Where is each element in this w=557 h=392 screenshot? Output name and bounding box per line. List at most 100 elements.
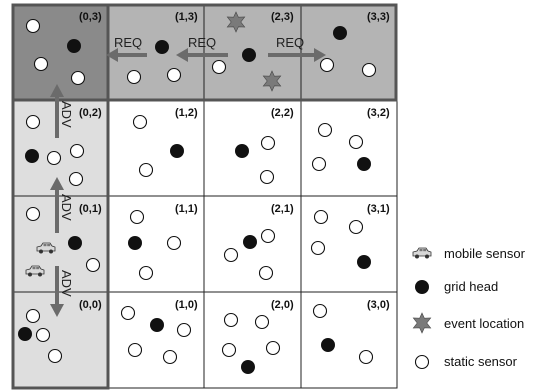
static-sensor <box>138 162 154 178</box>
req-arrows: REQ REQ REQ <box>106 35 326 62</box>
adv-label: ADV <box>59 270 74 297</box>
static-sensor <box>68 171 84 187</box>
grid-head <box>333 26 347 40</box>
static-sensor <box>25 308 41 324</box>
static-sensor <box>69 143 85 159</box>
static-sensor <box>129 209 145 225</box>
static-sensor <box>25 114 41 130</box>
adv-label: ADV <box>59 101 74 128</box>
grid-head <box>321 338 335 352</box>
cell-label: (0,0) <box>79 299 102 311</box>
static-sensor <box>211 59 227 75</box>
grid-head <box>357 157 371 171</box>
grid-head <box>128 236 142 250</box>
static-sensor <box>85 257 101 273</box>
static-sensor <box>35 327 51 343</box>
static-sensor <box>126 69 142 85</box>
req-arrowhead <box>314 48 326 62</box>
req-label: REQ <box>276 35 304 50</box>
static-sensor <box>254 314 270 330</box>
static-sensor <box>47 348 63 364</box>
cell-label: (3,1) <box>367 203 390 215</box>
static-sensor <box>166 235 182 251</box>
adv-arrows: ADV ADV ADV <box>50 84 74 317</box>
grid-heads <box>18 26 371 374</box>
grid-cell <box>12 4 108 100</box>
legend-event-location-icon <box>412 312 432 334</box>
grid-head <box>235 144 249 158</box>
static-sensor <box>132 114 148 130</box>
grid-head <box>155 40 169 54</box>
static-sensor <box>120 305 136 321</box>
req-arrowhead <box>106 48 118 62</box>
static-sensor <box>310 240 326 256</box>
cell-label: (1,1) <box>175 203 198 215</box>
legend-grid-head-label: grid head <box>444 279 498 294</box>
cell-label: (0,3) <box>79 11 102 23</box>
grid-head <box>67 39 81 53</box>
grid-cell <box>108 100 204 196</box>
static-sensor <box>176 322 192 338</box>
cell-label: (2,0) <box>271 299 294 311</box>
cell-labels: (0,3) (1,3) (2,3) (3,3) (0,2) (1,2) (2,2… <box>79 11 390 311</box>
static-sensor <box>319 57 335 73</box>
legend-mobile-sensor-label: mobile sensor <box>444 246 526 261</box>
req-arrowhead <box>176 48 188 62</box>
grid-head <box>243 235 257 249</box>
static-sensor <box>46 150 62 166</box>
static-sensor <box>138 265 154 281</box>
adv-arrowhead <box>50 84 64 97</box>
static-sensor <box>358 349 374 365</box>
static-sensor <box>313 209 329 225</box>
grid-cell <box>108 196 204 292</box>
static-sensor <box>127 342 143 358</box>
req-label: REQ <box>114 35 142 50</box>
cell-label: (2,2) <box>271 107 294 119</box>
static-sensor <box>70 70 86 86</box>
cell-label: (1,2) <box>175 107 198 119</box>
static-sensor <box>348 134 364 150</box>
legend-event-location-label: event location <box>444 316 524 331</box>
cell-label: (0,2) <box>79 107 102 119</box>
cell-label: (2,1) <box>271 203 294 215</box>
static-sensor <box>166 67 182 83</box>
static-sensor <box>221 342 237 358</box>
grid-head <box>25 149 39 163</box>
static-sensor <box>361 62 377 78</box>
static-sensor <box>260 135 276 151</box>
grid-head <box>241 360 255 374</box>
static-sensor <box>223 247 239 263</box>
grid-head <box>242 48 256 62</box>
grid-cell <box>12 100 108 196</box>
adv-arrowhead <box>50 177 64 190</box>
legend-static-sensor-icon <box>414 354 430 370</box>
cell-label: (1,3) <box>175 11 198 23</box>
static-sensor <box>259 169 275 185</box>
static-sensor <box>317 122 333 138</box>
static-sensor <box>312 303 328 319</box>
grid-head <box>68 236 82 250</box>
static-sensor <box>223 312 239 328</box>
row-3-highlight <box>11 3 398 102</box>
adv-label: ADV <box>59 194 74 221</box>
static-sensor <box>25 18 41 34</box>
static-sensors <box>25 18 377 365</box>
grid-head <box>357 255 371 269</box>
grid-cell <box>204 100 301 196</box>
static-sensor <box>33 56 49 72</box>
static-sensor <box>348 219 364 235</box>
grid-cell <box>301 100 397 196</box>
static-sensor <box>265 340 281 356</box>
static-sensor <box>25 206 41 222</box>
legend: mobile sensor grid head event location s… <box>412 246 526 370</box>
grid-head <box>18 327 32 341</box>
grid-head <box>170 144 184 158</box>
static-sensor <box>258 265 274 281</box>
cell-label: (1,0) <box>175 299 198 311</box>
grid-head <box>150 318 164 332</box>
grid-cells <box>12 4 397 388</box>
cell-label: (2,3) <box>271 11 294 23</box>
static-sensor <box>311 156 327 172</box>
legend-static-sensor-label: static sensor <box>444 354 518 369</box>
